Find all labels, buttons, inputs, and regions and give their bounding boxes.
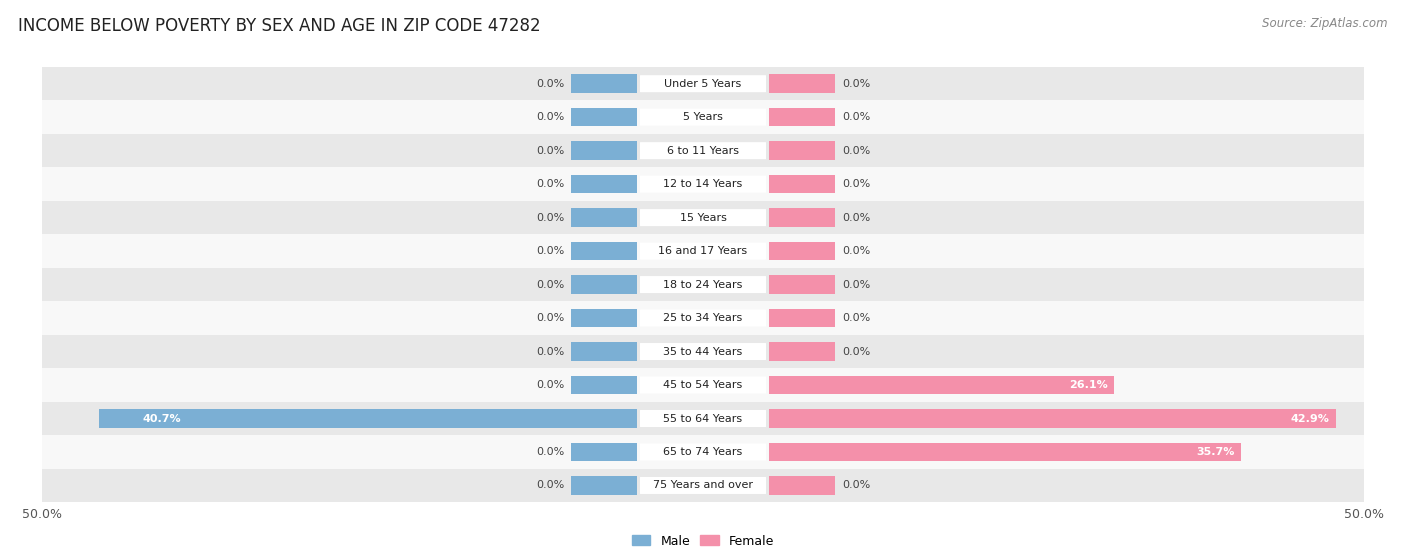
- Text: 0.0%: 0.0%: [842, 146, 870, 156]
- Text: 0.0%: 0.0%: [536, 380, 564, 390]
- Bar: [571, 342, 637, 360]
- Text: 0.0%: 0.0%: [536, 79, 564, 89]
- Text: 0.0%: 0.0%: [536, 313, 564, 323]
- Text: 15 Years: 15 Years: [679, 213, 727, 223]
- FancyBboxPatch shape: [640, 343, 766, 360]
- Bar: [769, 443, 1241, 461]
- Text: 35.7%: 35.7%: [1197, 447, 1234, 457]
- Bar: [769, 410, 1336, 427]
- Text: 0.0%: 0.0%: [842, 213, 870, 223]
- Bar: [769, 276, 835, 294]
- Text: 0.0%: 0.0%: [842, 280, 870, 290]
- FancyBboxPatch shape: [640, 444, 766, 460]
- Bar: [42, 402, 1364, 435]
- Bar: [42, 134, 1364, 167]
- Bar: [769, 141, 835, 160]
- FancyBboxPatch shape: [640, 477, 766, 494]
- FancyBboxPatch shape: [640, 109, 766, 126]
- Bar: [769, 477, 835, 495]
- Text: Under 5 Years: Under 5 Years: [665, 79, 741, 89]
- FancyBboxPatch shape: [640, 142, 766, 159]
- Text: 0.0%: 0.0%: [536, 447, 564, 457]
- Text: 0.0%: 0.0%: [536, 146, 564, 156]
- Bar: [42, 67, 1364, 100]
- Bar: [42, 435, 1364, 469]
- Bar: [571, 74, 637, 93]
- Bar: [42, 201, 1364, 234]
- Bar: [769, 376, 1114, 394]
- Bar: [769, 309, 835, 327]
- Bar: [769, 342, 835, 360]
- Text: 18 to 24 Years: 18 to 24 Years: [664, 280, 742, 290]
- Bar: [571, 376, 637, 394]
- Text: 0.0%: 0.0%: [842, 246, 870, 256]
- Bar: [571, 208, 637, 227]
- Text: 0.0%: 0.0%: [536, 480, 564, 490]
- FancyBboxPatch shape: [640, 243, 766, 259]
- Bar: [42, 100, 1364, 134]
- Bar: [42, 368, 1364, 402]
- FancyBboxPatch shape: [640, 75, 766, 92]
- Bar: [769, 175, 835, 193]
- Text: 0.0%: 0.0%: [536, 112, 564, 122]
- Text: 0.0%: 0.0%: [842, 79, 870, 89]
- Bar: [571, 276, 637, 294]
- Text: 0.0%: 0.0%: [842, 313, 870, 323]
- Bar: [769, 74, 835, 93]
- FancyBboxPatch shape: [640, 209, 766, 226]
- Text: 12 to 14 Years: 12 to 14 Years: [664, 179, 742, 189]
- Bar: [571, 477, 637, 495]
- Text: 6 to 11 Years: 6 to 11 Years: [666, 146, 740, 156]
- Bar: [769, 108, 835, 126]
- Text: 16 and 17 Years: 16 and 17 Years: [658, 246, 748, 256]
- Text: 45 to 54 Years: 45 to 54 Years: [664, 380, 742, 390]
- Text: 0.0%: 0.0%: [842, 347, 870, 357]
- Bar: [769, 242, 835, 260]
- Bar: [42, 167, 1364, 201]
- Bar: [571, 141, 637, 160]
- FancyBboxPatch shape: [640, 176, 766, 193]
- Text: 42.9%: 42.9%: [1291, 413, 1330, 424]
- Text: 35 to 44 Years: 35 to 44 Years: [664, 347, 742, 357]
- Text: 75 Years and over: 75 Years and over: [652, 480, 754, 490]
- Text: 0.0%: 0.0%: [536, 280, 564, 290]
- FancyBboxPatch shape: [640, 377, 766, 393]
- Bar: [98, 410, 637, 427]
- Bar: [42, 335, 1364, 368]
- Text: 0.0%: 0.0%: [842, 179, 870, 189]
- FancyBboxPatch shape: [640, 310, 766, 326]
- Text: 0.0%: 0.0%: [536, 179, 564, 189]
- Bar: [42, 268, 1364, 301]
- Text: 55 to 64 Years: 55 to 64 Years: [664, 413, 742, 424]
- Text: 25 to 34 Years: 25 to 34 Years: [664, 313, 742, 323]
- Text: 65 to 74 Years: 65 to 74 Years: [664, 447, 742, 457]
- Text: 5 Years: 5 Years: [683, 112, 723, 122]
- Text: 40.7%: 40.7%: [142, 413, 180, 424]
- Text: 0.0%: 0.0%: [536, 347, 564, 357]
- Text: Source: ZipAtlas.com: Source: ZipAtlas.com: [1263, 17, 1388, 30]
- Text: 0.0%: 0.0%: [536, 213, 564, 223]
- Text: 0.0%: 0.0%: [842, 480, 870, 490]
- Text: 0.0%: 0.0%: [536, 246, 564, 256]
- FancyBboxPatch shape: [640, 410, 766, 427]
- Bar: [42, 301, 1364, 335]
- Bar: [571, 242, 637, 260]
- Bar: [571, 309, 637, 327]
- Bar: [571, 175, 637, 193]
- Bar: [42, 234, 1364, 268]
- Text: INCOME BELOW POVERTY BY SEX AND AGE IN ZIP CODE 47282: INCOME BELOW POVERTY BY SEX AND AGE IN Z…: [18, 17, 541, 35]
- Bar: [42, 469, 1364, 502]
- Bar: [571, 108, 637, 126]
- Text: 26.1%: 26.1%: [1069, 380, 1108, 390]
- Text: 0.0%: 0.0%: [842, 112, 870, 122]
- FancyBboxPatch shape: [640, 276, 766, 293]
- Bar: [769, 208, 835, 227]
- Legend: Male, Female: Male, Female: [627, 530, 779, 552]
- Bar: [571, 443, 637, 461]
